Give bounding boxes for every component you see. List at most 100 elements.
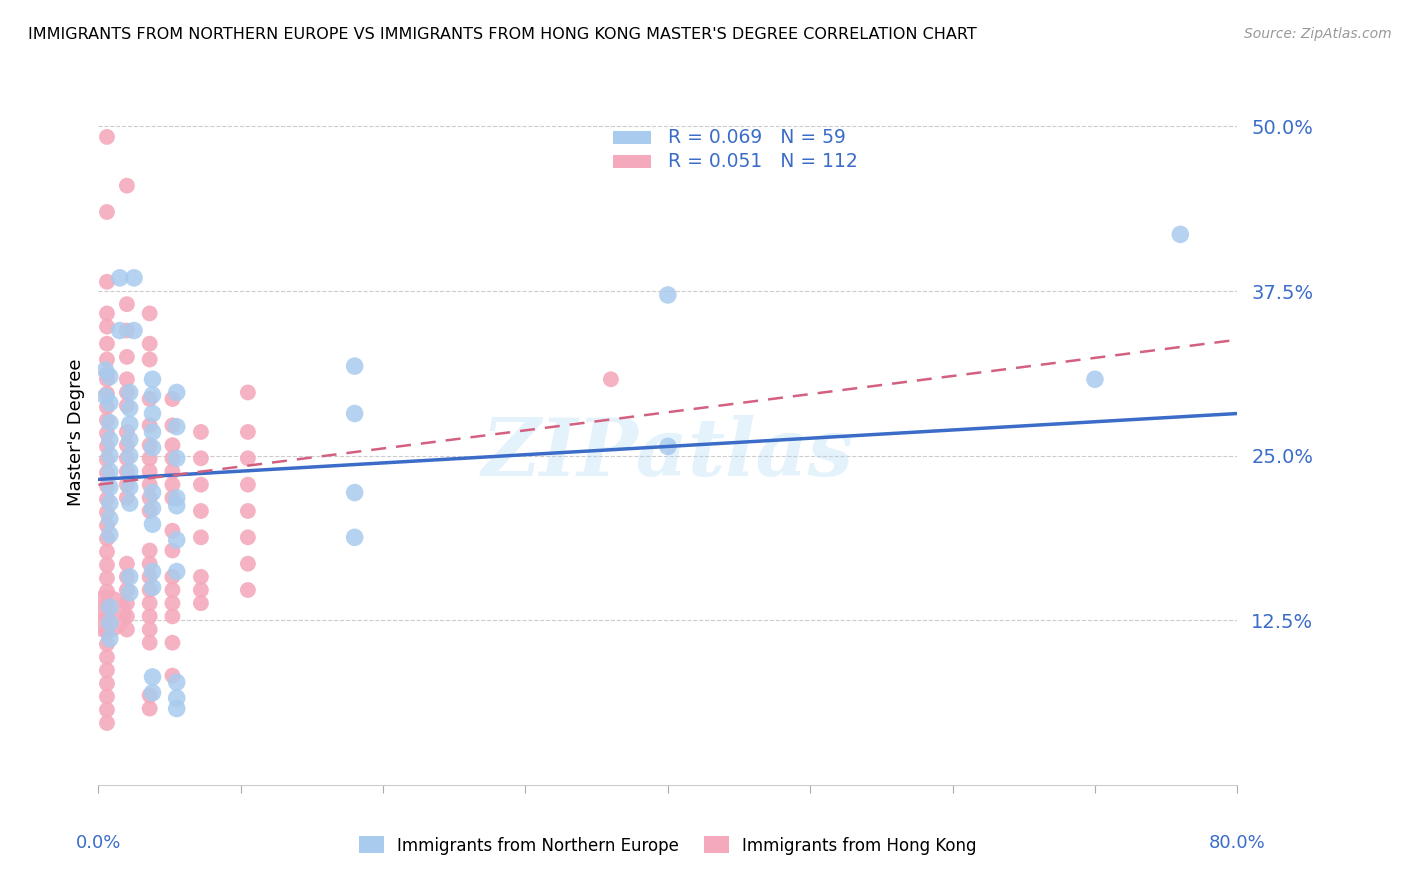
Point [96,372,118,386]
Point [166,451,188,466]
Point [98,396,121,410]
Point [96,319,118,334]
Point [166,533,188,547]
Point [138,596,160,610]
Point [118,496,141,510]
Point [98,496,121,510]
Point [115,399,138,413]
Point [94,363,117,377]
Point [162,451,184,466]
Point [122,270,145,285]
Point [108,324,131,338]
Point [96,637,118,651]
Point [98,433,121,447]
Point [96,716,118,731]
Point [96,352,118,367]
Point [96,275,118,289]
Point [141,372,163,386]
Point [343,407,366,421]
Point [96,452,118,467]
Point [162,609,184,624]
Point [657,440,679,454]
Point [190,425,212,439]
Point [115,609,138,624]
Point [96,598,118,612]
Point [115,557,138,571]
Point [190,570,212,584]
Point [118,480,141,494]
Point [118,385,141,400]
Point [96,676,118,690]
Point [96,492,118,507]
Point [236,385,259,400]
Point [118,433,141,447]
Point [118,417,141,431]
Point [98,416,121,430]
Point [141,485,163,500]
Point [96,664,118,678]
Point [96,624,118,638]
Point [166,419,188,434]
Point [115,350,138,364]
Point [162,596,184,610]
Point [138,504,160,518]
Point [115,425,138,439]
Point [138,570,160,584]
Point [96,690,118,704]
Point [600,372,623,386]
Point [190,596,212,610]
Point [141,581,163,595]
Point [162,524,184,538]
Y-axis label: Master's Degree: Master's Degree [66,359,84,507]
Point [166,565,188,579]
Point [115,372,138,386]
Point [1084,372,1107,386]
Point [96,610,118,624]
Legend: Immigrants from Northern Europe, Immigrants from Hong Kong: Immigrants from Northern Europe, Immigra… [352,830,984,861]
Point [190,477,212,491]
Point [190,451,212,466]
Point [96,607,118,621]
Point [96,426,118,441]
Point [115,596,138,610]
Point [115,324,138,338]
Point [98,632,121,646]
Point [118,585,141,599]
Point [118,570,141,584]
Point [166,499,188,513]
Point [96,558,118,572]
Point [166,675,188,690]
Point [138,352,160,367]
Point [141,441,163,455]
Point [236,451,259,466]
Point [115,451,138,466]
Point [141,425,163,439]
Point [162,392,184,406]
Point [343,485,366,500]
Point [98,465,121,479]
Point [141,388,163,402]
Point [115,438,138,452]
Point [118,449,141,463]
Point [115,297,138,311]
Text: 80.0%: 80.0% [1209,834,1265,852]
Point [96,205,118,219]
Point [236,477,259,491]
Point [96,584,118,599]
Point [96,532,118,546]
Point [96,336,118,351]
Point [115,465,138,479]
Point [1170,227,1192,242]
Point [96,703,118,717]
Text: 0.0%: 0.0% [76,834,121,852]
Point [166,701,188,715]
Point [138,306,160,320]
Point [96,413,118,427]
Point [108,270,131,285]
Point [141,501,163,516]
Point [96,479,118,493]
Point [138,451,160,466]
Point [138,609,160,624]
Point [166,691,188,706]
Point [236,530,259,544]
